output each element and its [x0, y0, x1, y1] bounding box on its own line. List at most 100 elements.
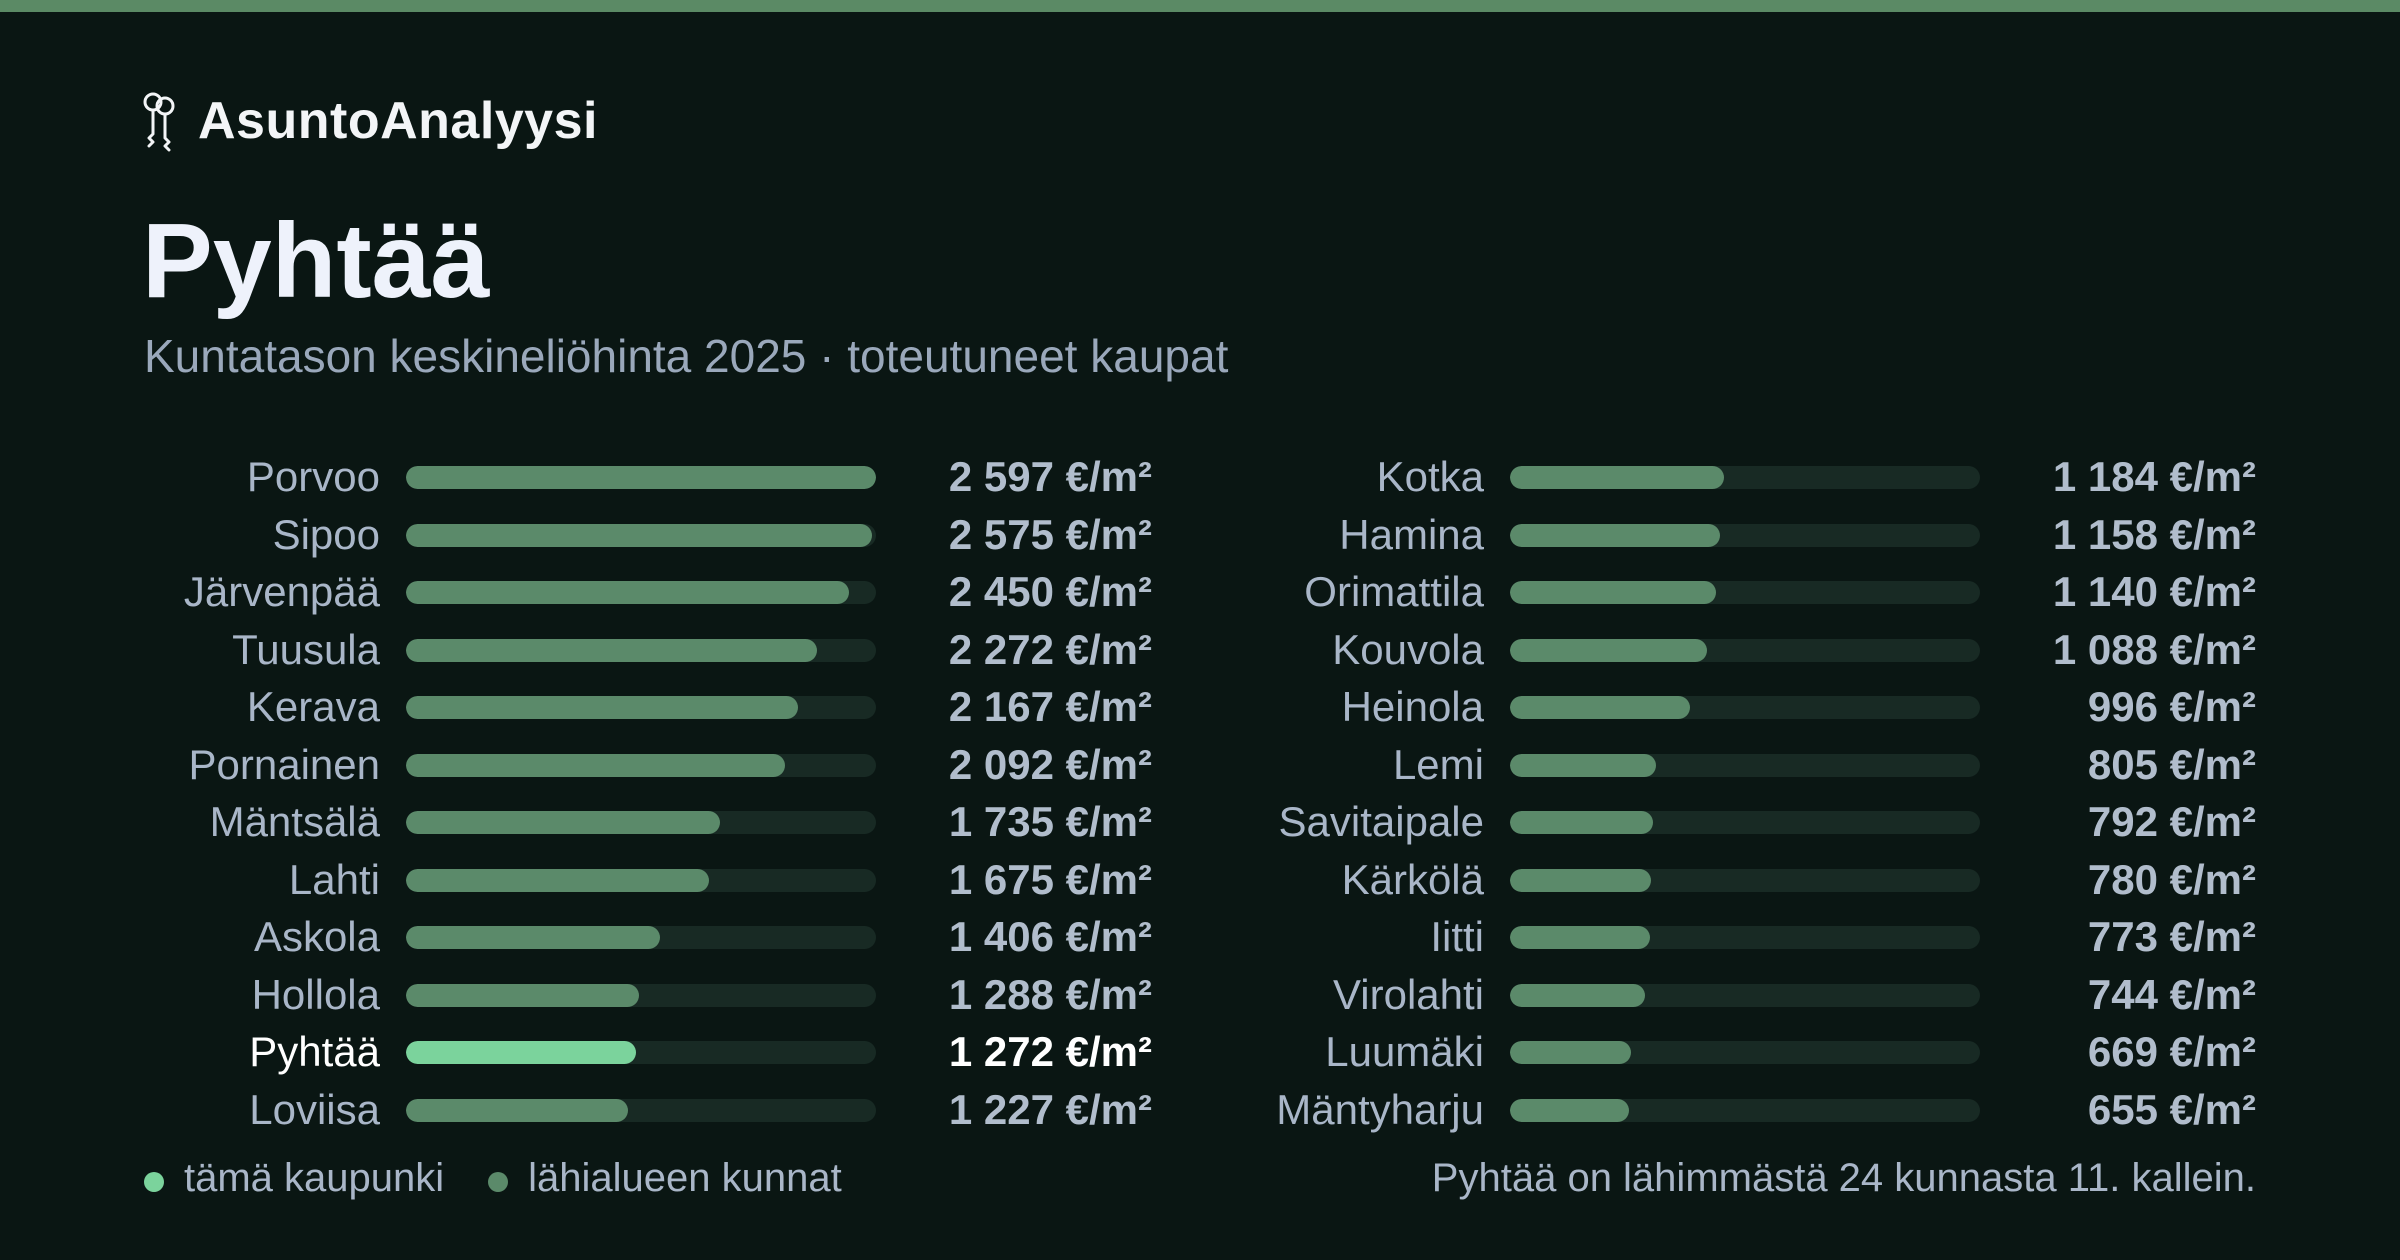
- bar: [1510, 638, 1707, 662]
- bar-category-label: Virolahti: [1333, 970, 1484, 1018]
- bar: [1510, 926, 1650, 949]
- bar-category-label: Savitaipale: [1278, 798, 1484, 845]
- bar-track: [406, 466, 876, 489]
- bar: [1510, 466, 1725, 489]
- bar-category-label: Luumäki: [1325, 1028, 1484, 1075]
- legend-item-this-city: tämä kaupunki: [144, 1156, 444, 1201]
- bar: [406, 753, 785, 777]
- bar-value-label: 1 288 €/m²: [948, 970, 1152, 1018]
- bar-track: [406, 1041, 876, 1064]
- bar: [406, 581, 850, 604]
- bar-value-label: 2 272 €/m²: [948, 625, 1152, 673]
- bar-track: [406, 1098, 876, 1122]
- bar-track: [1510, 983, 1980, 1007]
- bar-track: [1510, 466, 1980, 489]
- bar-category-label: Lahti: [288, 855, 380, 903]
- bar-category-label: Järvenpää: [183, 568, 380, 615]
- bar-track: [406, 753, 876, 777]
- bar-track: [406, 983, 876, 1007]
- legend: tämä kaupunki lähialueen kunnat: [144, 1150, 886, 1206]
- bar-track: [406, 523, 876, 547]
- bar: [1510, 696, 1691, 719]
- bar-value-label: 2 167 €/m²: [948, 683, 1152, 730]
- legend-label-nearby: lähialueen kunnat: [528, 1155, 842, 1200]
- bar-value-label: 792 €/m²: [2087, 798, 2256, 845]
- bar-track: [406, 868, 876, 892]
- legend-label-this-city: tämä kaupunki: [184, 1155, 445, 1200]
- bar-track: [1510, 523, 1980, 547]
- brand-name: AsuntoAnalyysi: [198, 92, 598, 150]
- bar: [1510, 1041, 1632, 1064]
- bar-value-label: 2 450 €/m²: [948, 568, 1152, 615]
- bar-track: [406, 926, 876, 949]
- bar-value-label: 2 575 €/m²: [948, 510, 1152, 558]
- bar-value-label: 1 184 €/m²: [2052, 453, 2256, 500]
- page-subtitle: Kuntatason keskineliöhinta 2025 · toteut…: [144, 330, 1229, 382]
- bar: [1510, 753, 1656, 777]
- bar: [1510, 1098, 1629, 1122]
- bar: [406, 638, 818, 662]
- bar-value-label: 655 €/m²: [2087, 1085, 2256, 1133]
- bar-category-label: Porvoo: [246, 453, 380, 500]
- bar-track: [406, 581, 876, 604]
- bar: [406, 466, 876, 489]
- bar-value-label: 1 272 €/m²: [948, 1028, 1152, 1075]
- bar-category-label: Hollola: [251, 970, 380, 1018]
- bar: [1510, 811, 1654, 834]
- bar-category-label: Pornainen: [188, 740, 380, 788]
- bar: [406, 926, 661, 949]
- bar-category-label: Orimattila: [1304, 568, 1484, 615]
- bar-category-label: Tuusula: [232, 625, 380, 673]
- bar-value-label: 805 €/m²: [2087, 740, 2256, 788]
- bar-track: [1510, 868, 1980, 892]
- bar-category-label: Loviisa: [249, 1085, 380, 1133]
- bar-category-label: Lemi: [1392, 740, 1484, 788]
- bar-value-label: 1 158 €/m²: [2052, 510, 2256, 558]
- bar-track: [1510, 926, 1980, 949]
- legend-dot-this-city: [144, 1172, 164, 1192]
- bar-value-label: 1 406 €/m²: [948, 913, 1152, 960]
- bar-value-label: 2 597 €/m²: [948, 453, 1152, 500]
- bar-value-label: 1 675 €/m²: [948, 855, 1152, 903]
- bar-value-label: 996 €/m²: [2087, 683, 2256, 730]
- brand: AsuntoAnalyysi: [140, 88, 598, 154]
- bar-track: [1510, 696, 1980, 719]
- bar-category-label: Kouvola: [1332, 625, 1484, 673]
- legend-dot-nearby: [488, 1172, 509, 1192]
- bar-value-label: 1 140 €/m²: [2052, 568, 2256, 615]
- bar-value-label: 773 €/m²: [2087, 913, 2256, 960]
- bar-category-label: Kärkölä: [1341, 855, 1484, 903]
- bar: [406, 696, 799, 719]
- bar-category-label: Heinola: [1341, 683, 1484, 730]
- legend-item-nearby: lähialueen kunnat: [488, 1156, 842, 1201]
- bar-value-label: 780 €/m²: [2087, 855, 2256, 903]
- bar: [406, 983, 640, 1007]
- bar-track: [406, 696, 876, 719]
- bar-value-label: 1 735 €/m²: [948, 798, 1152, 845]
- bar-category-label: Kotka: [1376, 453, 1484, 500]
- bar-track: [406, 811, 876, 834]
- bar-value-label: 1 227 €/m²: [948, 1085, 1152, 1133]
- bar: [1510, 983, 1645, 1007]
- bar-track: [1510, 1098, 1980, 1122]
- bar: [1510, 868, 1652, 892]
- bar: [1510, 581, 1717, 604]
- bar: [406, 1041, 637, 1064]
- keys-icon: [143, 92, 175, 152]
- bar-track: [1510, 581, 1980, 604]
- bar-category-label: Pyhtää: [249, 1028, 380, 1075]
- bar-track: [406, 638, 876, 662]
- bar: [1510, 523, 1720, 547]
- bar-category-label: Mäntyharju: [1276, 1085, 1484, 1133]
- bar-track: [1510, 1041, 1980, 1064]
- bar-value-label: 1 088 €/m²: [2052, 625, 2256, 673]
- bar: [406, 868, 710, 892]
- bar-category-label: Askola: [253, 913, 380, 960]
- bar-value-label: 669 €/m²: [2087, 1028, 2256, 1075]
- bar-track: [1510, 753, 1980, 777]
- bar-value-label: 744 €/m²: [2087, 970, 2256, 1018]
- bar: [406, 523, 873, 547]
- page-title: Pyhtää: [142, 202, 490, 320]
- bar: [406, 1098, 629, 1122]
- bar-category-label: Iitti: [1430, 913, 1484, 960]
